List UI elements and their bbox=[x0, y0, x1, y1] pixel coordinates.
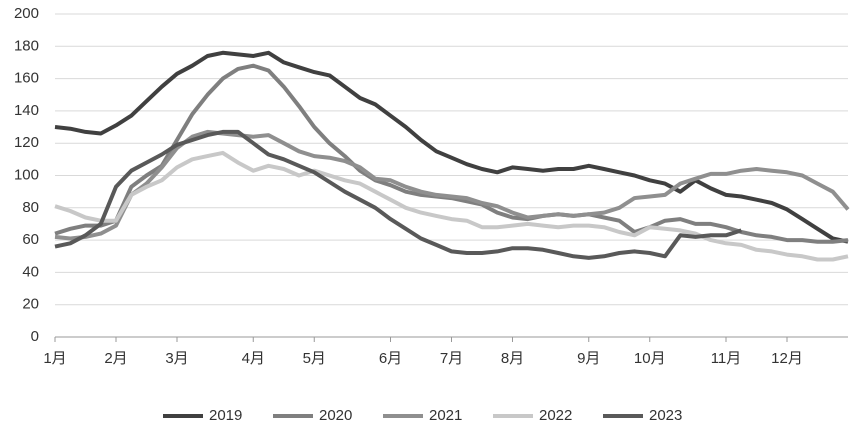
y-tick-label: 80 bbox=[22, 199, 39, 216]
y-tick-label: 20 bbox=[22, 296, 39, 313]
legend-label: 2020 bbox=[319, 407, 352, 424]
x-tick-label: 5月 bbox=[303, 350, 326, 367]
y-tick-label: 140 bbox=[14, 102, 39, 119]
x-tick-label: 8月 bbox=[501, 350, 524, 367]
x-tick-label: 1月 bbox=[43, 350, 66, 367]
x-tick-label: 7月 bbox=[440, 350, 463, 367]
y-tick-label: 0 bbox=[31, 328, 39, 345]
y-tick-label: 200 bbox=[14, 5, 39, 22]
y-tick-label: 180 bbox=[14, 37, 39, 54]
series-line bbox=[54, 129, 742, 260]
y-tick-label: 100 bbox=[14, 166, 39, 183]
legend-label: 2021 bbox=[429, 407, 462, 424]
x-tick-label: 9月 bbox=[577, 350, 600, 367]
legend-label: 2023 bbox=[649, 407, 682, 424]
series-line bbox=[54, 50, 849, 244]
y-tick-label: 40 bbox=[22, 263, 39, 280]
x-tick-label: 10月 bbox=[634, 350, 666, 367]
y-tick-label: 60 bbox=[22, 231, 39, 248]
x-tick-label: 12月 bbox=[771, 350, 803, 367]
legend-label: 2022 bbox=[539, 407, 572, 424]
y-tick-label: 120 bbox=[14, 134, 39, 151]
series-line bbox=[54, 150, 849, 262]
x-tick-label: 11月 bbox=[711, 350, 742, 367]
x-tick-label: 4月 bbox=[242, 350, 265, 367]
x-tick-label: 6月 bbox=[379, 350, 402, 367]
y-tick-label: 160 bbox=[14, 70, 39, 87]
x-tick-label: 2月 bbox=[104, 350, 127, 367]
legend-label: 2019 bbox=[209, 407, 242, 424]
x-tick-label: 3月 bbox=[165, 350, 188, 367]
